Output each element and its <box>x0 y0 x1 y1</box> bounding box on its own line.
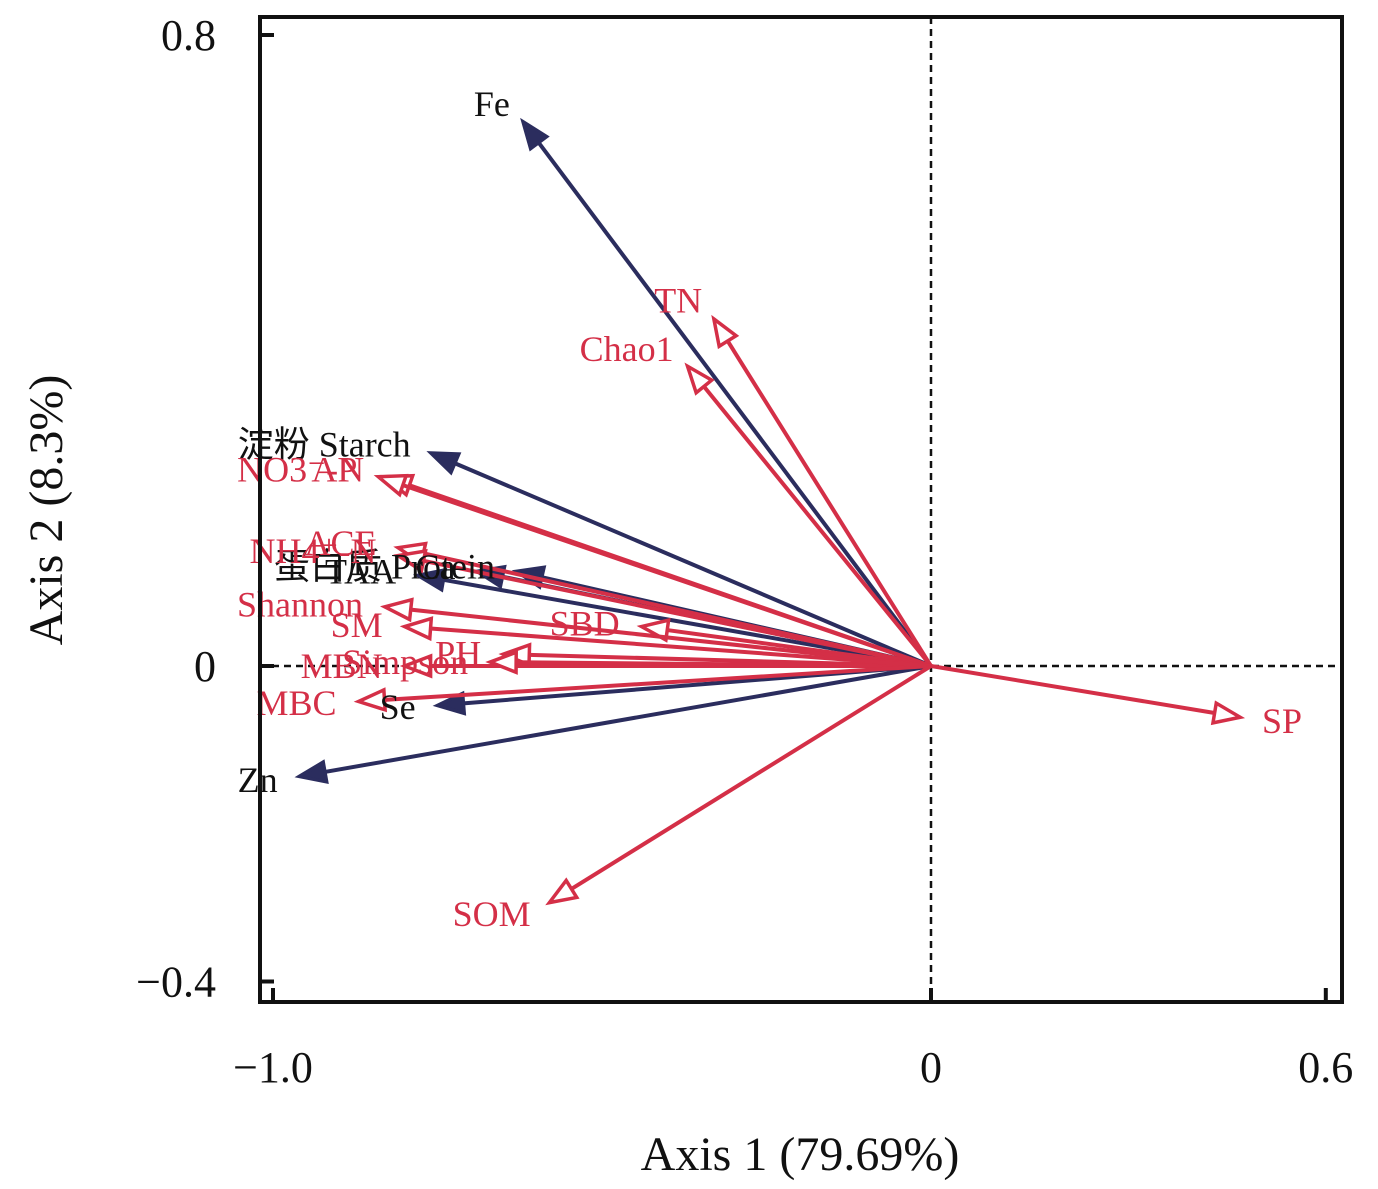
arrow-label: SOM <box>453 894 531 934</box>
arrow-shaft <box>423 558 932 668</box>
arrow-shaft <box>516 660 932 668</box>
arrow-head <box>432 690 467 716</box>
axis-ticks: −1.0 0 0.6 0.8 0 −0.4 <box>136 11 1353 1092</box>
arrow-shaft <box>702 385 933 668</box>
arrow-label: MBN <box>301 646 383 686</box>
arrow-shaft <box>930 664 1215 715</box>
arrow-label: Zn <box>238 760 278 800</box>
arrow-label: AP <box>311 450 357 490</box>
arrow-label: Se <box>380 687 416 727</box>
y-axis-title: Axis 2 (8.3%) <box>20 375 73 646</box>
arrow-head <box>380 597 414 623</box>
arrow-label: Ca <box>415 547 455 587</box>
arrow-shaft <box>430 626 932 668</box>
arrow-label: MBC <box>257 683 337 723</box>
arrow-label: PH <box>435 634 481 674</box>
arrow-shaft <box>410 607 932 668</box>
arrow-label: NH4⁺-N <box>249 531 376 571</box>
arrow-label: SM <box>331 605 383 645</box>
arrow-shaft <box>725 339 933 668</box>
arrow-shaft <box>324 664 932 774</box>
x-tick-label: 0.6 <box>1298 1043 1353 1092</box>
arrow-shaft <box>454 461 932 668</box>
arrow-label: Chao1 <box>580 329 674 369</box>
x-tick-label: −1.0 <box>233 1043 313 1092</box>
arrow-head <box>485 649 519 675</box>
arrow-label: SP <box>1262 701 1302 741</box>
y-tick-label: 0 <box>194 642 216 691</box>
arrow-head <box>294 759 329 785</box>
y-tick-label: −0.4 <box>136 958 216 1007</box>
arrow-head <box>353 687 388 713</box>
arrow-label: Shannon <box>237 584 363 624</box>
arrow-head <box>393 548 428 574</box>
y-tick-label: 0.8 <box>161 11 216 60</box>
plot-frame <box>258 15 1344 1004</box>
arrow-shaft <box>443 577 932 668</box>
x-tick-label: 0 <box>920 1043 942 1092</box>
arrow-head <box>426 451 462 476</box>
arrow-shaft <box>570 664 933 891</box>
arrow-shaft <box>537 141 933 668</box>
arrow-label: 淀粉 Starch <box>238 424 411 464</box>
arrow-head <box>684 362 715 396</box>
arrow-head <box>545 877 580 906</box>
arrow-label: ACE <box>305 523 377 563</box>
x-axis-title: Axis 1 (79.69%) <box>641 1128 960 1181</box>
arrow-label: TN <box>654 280 702 320</box>
arrow-head <box>399 616 434 642</box>
arrow-label: TAA <box>325 551 396 591</box>
arrow-head <box>373 473 409 498</box>
arrow-head <box>711 314 740 350</box>
arrow-label: SBD <box>550 604 620 644</box>
arrow-shaft <box>384 664 932 702</box>
arrow-label: 蛋白质 Protein <box>274 546 495 586</box>
arrow-label: Simpson <box>342 642 468 682</box>
zero-lines <box>260 17 1342 1002</box>
arrow-head <box>1210 700 1246 726</box>
arrow-head <box>412 567 448 593</box>
arrow-label: Fe <box>474 84 510 124</box>
arrow-head <box>520 117 550 152</box>
arrow-vectors <box>294 117 1246 906</box>
arrow-head <box>399 653 433 679</box>
arrow-shaft <box>402 483 932 668</box>
